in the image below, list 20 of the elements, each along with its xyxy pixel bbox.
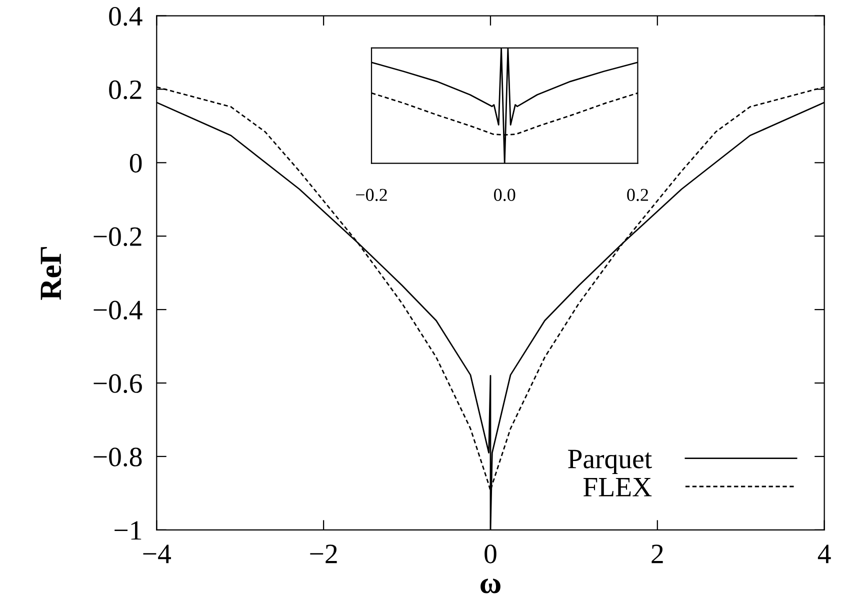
legend-label: FLEX (583, 478, 652, 496)
y-tick-label: −0.2 (94, 227, 142, 246)
x-tick-label: 4 (818, 544, 831, 564)
y-axis-title: ReΓ (40, 246, 62, 300)
y-tick-label: −0.4 (94, 300, 142, 320)
x-tick-label: −0.2 (356, 188, 387, 202)
x-tick-label: 0 (484, 544, 496, 564)
x-axis-title: ω (480, 578, 500, 594)
y-tick-label: 0 (130, 154, 142, 173)
y-tick-label: 0.2 (109, 80, 142, 100)
y-tick-label: 0.4 (109, 6, 142, 26)
x-tick-label: −4 (143, 544, 171, 564)
y-tick-label: −0.8 (94, 448, 142, 466)
x-tick-label: −2 (310, 544, 337, 564)
x-tick-label: 0.0 (494, 188, 516, 202)
legend-label: Parquet (568, 450, 652, 474)
y-tick-label: −0.6 (94, 374, 142, 394)
x-tick-label: 0.2 (627, 188, 648, 202)
y-tick-label: −1 (114, 521, 142, 540)
x-tick-label: 2 (652, 544, 663, 564)
